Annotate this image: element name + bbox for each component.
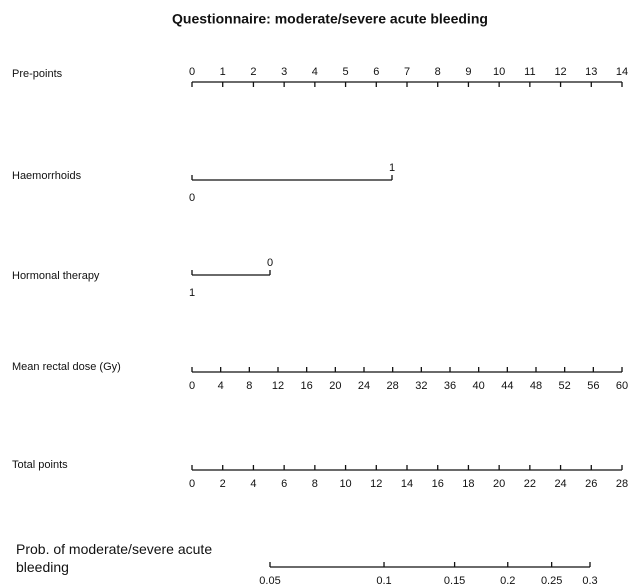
chart-title: Questionnaire: moderate/severe acute ble… (172, 11, 488, 27)
tick-label: 36 (444, 380, 456, 392)
tick-label: 12 (272, 380, 284, 392)
tick-label: 12 (554, 66, 566, 78)
tick-label: 32 (415, 380, 427, 392)
tick-label: 8 (435, 66, 441, 78)
tick-label: 0.25 (541, 575, 562, 587)
tick-label: 4 (312, 66, 318, 78)
tick-label: 44 (501, 380, 513, 392)
tick-label: 20 (493, 478, 505, 490)
tick-label: 0 (267, 257, 273, 269)
tick-label: 11 (524, 66, 535, 78)
tick-label: 12 (370, 478, 382, 490)
tick-label: 3 (281, 66, 287, 78)
tick-label: 9 (465, 66, 471, 78)
tick-label: 1 (189, 287, 195, 299)
tick-label: 0.1 (376, 575, 391, 587)
tick-label: 14 (401, 478, 413, 490)
tick-label: 18 (462, 478, 474, 490)
tick-label: 0 (189, 192, 195, 204)
tick-label: 0 (189, 380, 195, 392)
tick-label: 16 (301, 380, 313, 392)
tick-label: 16 (432, 478, 444, 490)
tick-label: 40 (473, 380, 485, 392)
tick-label: 2 (250, 66, 256, 78)
tick-label: 10 (493, 66, 505, 78)
tick-label: 52 (559, 380, 571, 392)
axis-label: Total points (12, 459, 68, 471)
tick-label: 56 (587, 380, 599, 392)
axis-label: Mean rectal dose (Gy) (12, 361, 121, 373)
tick-label: 2 (220, 478, 226, 490)
tick-label: 1 (220, 66, 226, 78)
tick-label: 0 (189, 478, 195, 490)
axis-label: Prob. of moderate/severe acute bleeding (16, 541, 213, 575)
tick-label: 24 (554, 478, 566, 490)
tick-label: 14 (616, 66, 628, 78)
tick-label: 1 (389, 162, 395, 174)
tick-label: 0.15 (444, 575, 465, 587)
tick-label: 28 (387, 380, 399, 392)
tick-label: 8 (312, 478, 318, 490)
tick-label: 60 (616, 380, 628, 392)
tick-label: 24 (358, 380, 370, 392)
axis-label: Hormonal therapy (12, 270, 100, 282)
tick-label: 20 (329, 380, 341, 392)
tick-label: 4 (218, 380, 224, 392)
tick-label: 48 (530, 380, 542, 392)
tick-label: 8 (246, 380, 252, 392)
tick-label: 10 (339, 478, 351, 490)
tick-label: 0.3 (582, 575, 597, 587)
tick-label: 0.2 (500, 575, 515, 587)
tick-label: 13 (585, 66, 597, 78)
tick-label: 26 (585, 478, 597, 490)
tick-label: 5 (343, 66, 349, 78)
axis-label: Pre-points (12, 68, 63, 80)
axis-label: Haemorrhoids (12, 170, 82, 182)
tick-label: 0 (189, 66, 195, 78)
tick-label: 28 (616, 478, 628, 490)
tick-label: 0.05 (259, 575, 280, 587)
tick-label: 6 (373, 66, 379, 78)
tick-label: 22 (524, 478, 536, 490)
tick-label: 6 (281, 478, 287, 490)
tick-label: 4 (250, 478, 256, 490)
tick-label: 7 (404, 66, 410, 78)
